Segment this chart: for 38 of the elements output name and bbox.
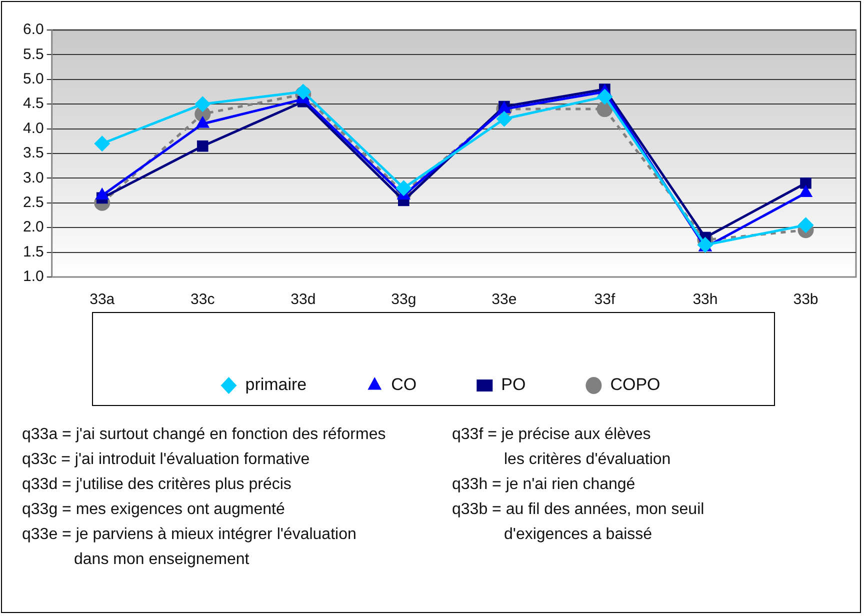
x-tick-label: 33d — [290, 291, 316, 308]
y-tick-label: 3.5 — [22, 144, 44, 162]
y-tick-label: 2.0 — [22, 218, 44, 236]
point — [396, 180, 412, 196]
legend-label: CO — [391, 375, 417, 394]
text: q33a = j'ai surtout changé en fonction des réformes — [22, 425, 387, 445]
x-tick-label: 33b — [793, 291, 818, 308]
text: q33c = j'ai introduit l'évaluation formative — [22, 450, 311, 470]
point — [94, 136, 110, 152]
legend-label: primaire — [245, 375, 307, 394]
y-tick-label: 5.0 — [22, 70, 44, 88]
y-tick-label: 6.0 — [22, 21, 44, 38]
x-tick-label: 33g — [391, 291, 416, 308]
point — [798, 217, 814, 234]
y-tick-label: 3.0 — [22, 169, 44, 186]
legend-label: COPO — [610, 375, 660, 394]
text: q33d = j'utilise des critères plus précis — [22, 475, 292, 495]
text: q33h = je n'ai rien changé — [452, 475, 636, 495]
legend-label: PO — [501, 375, 526, 394]
y-tick-label: 1.0 — [22, 268, 44, 286]
point — [196, 140, 208, 152]
point — [496, 110, 512, 127]
x-tick-label: 33h — [692, 291, 718, 308]
text: q33b = au fil des années, mon seuil d'exigences a baissé — [452, 500, 706, 545]
y-tick-label: 1.5 — [22, 243, 44, 260]
point — [194, 96, 211, 112]
text: q33g = mes exigences ont augmenté — [22, 500, 286, 520]
y-tick-label: 5.5 — [22, 46, 44, 63]
y-tick-label: 4.5 — [22, 95, 44, 112]
x-tick-label: 33e — [492, 291, 517, 308]
y-tick-label: 2.5 — [22, 194, 44, 212]
y-tick-label: 4.0 — [22, 120, 44, 137]
point — [596, 88, 613, 105]
point — [800, 177, 812, 189]
text: q33e = je parviens à mieux intégrer l'évaluation dans mon enseignement — [22, 525, 358, 570]
x-tick-label: 33a — [90, 291, 116, 308]
x-tick-label: 33c — [190, 291, 216, 308]
x-tick-label: 33f — [594, 291, 616, 308]
